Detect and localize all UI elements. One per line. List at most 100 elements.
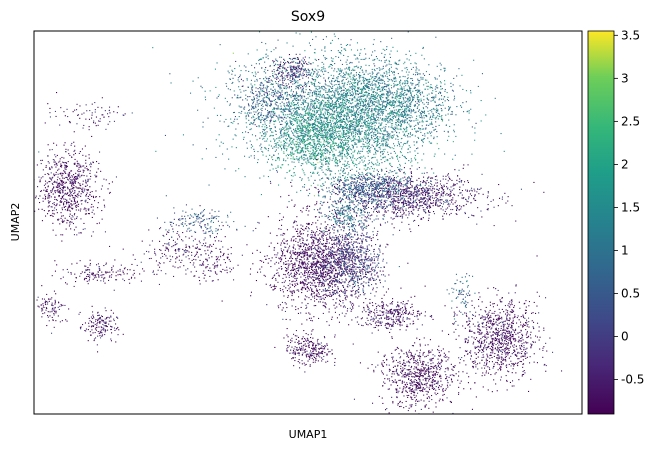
cluster-1-point	[367, 134, 369, 136]
cluster-3-point	[378, 94, 380, 96]
cluster-0-point	[164, 134, 166, 136]
cluster-0-point	[284, 108, 286, 110]
cluster-3-point	[399, 105, 401, 107]
cluster-1-point	[374, 118, 376, 120]
cluster-2-point	[336, 162, 338, 164]
cluster-1-point	[373, 121, 375, 123]
cluster-0-point	[250, 79, 252, 81]
cluster-2-point	[309, 136, 311, 138]
cluster-1-point	[364, 100, 366, 102]
cluster-0-point	[283, 77, 285, 79]
cluster-0-point	[286, 95, 288, 97]
cluster-2-point	[339, 154, 341, 156]
cluster-0-point	[365, 121, 367, 123]
cluster-0-point	[247, 53, 249, 55]
cluster-3-point	[406, 108, 408, 110]
cluster-3-point	[388, 83, 390, 85]
cluster-3-point	[393, 100, 395, 102]
cluster-0-point	[336, 71, 338, 73]
cluster-3-point	[444, 83, 446, 85]
cluster-1-point	[339, 112, 341, 114]
cluster-1-point	[402, 75, 404, 77]
cluster-1-point	[349, 111, 351, 113]
cluster-0-point	[279, 136, 281, 138]
cluster-1-point	[297, 124, 299, 126]
cluster-0-point	[230, 118, 232, 120]
cluster-0-point	[265, 135, 267, 137]
cluster-0-point	[340, 59, 342, 61]
cluster-2-point	[278, 159, 280, 161]
cluster-0-point	[423, 128, 425, 130]
cluster-3-point	[480, 100, 482, 102]
cluster-0-point	[344, 82, 346, 84]
cluster-2-point	[290, 142, 292, 144]
cluster-2-point	[296, 137, 298, 139]
cluster-0-point	[340, 119, 342, 121]
cluster-2-point	[326, 102, 328, 104]
cluster-0-point	[341, 63, 343, 65]
cluster-1-point	[395, 94, 397, 96]
cluster-1-point	[392, 46, 394, 48]
cluster-3-point	[410, 94, 412, 96]
cluster-2-point	[286, 142, 288, 144]
cluster-3-point	[362, 107, 364, 109]
cluster-0-point	[285, 85, 287, 87]
cluster-1-point	[351, 110, 353, 112]
cluster-3-point	[439, 62, 441, 64]
cluster-0-point	[226, 101, 228, 103]
cluster-1-point	[344, 94, 346, 96]
cluster-2-point	[328, 102, 330, 104]
cluster-0-point	[292, 68, 294, 70]
cluster-2-point	[320, 144, 322, 146]
cluster-3-point	[395, 112, 397, 114]
cluster-0-point	[368, 159, 370, 161]
cluster-1-point	[408, 99, 410, 101]
cluster-0-point	[339, 68, 341, 70]
cluster-1-point	[392, 131, 394, 133]
cluster-2-point	[306, 122, 308, 124]
cluster-2-point	[326, 124, 328, 126]
cluster-0-point	[314, 128, 316, 130]
cluster-3-point	[399, 76, 401, 78]
cluster-3-point	[359, 54, 361, 56]
cluster-0-point	[381, 122, 383, 124]
cluster-0-point	[261, 150, 263, 152]
cluster-3-point	[430, 86, 432, 88]
cluster-0-point	[264, 61, 266, 63]
cluster-0-point	[334, 132, 336, 134]
cluster-0-point	[346, 177, 348, 179]
cluster-2-point	[342, 134, 344, 136]
cluster-0-point	[337, 163, 339, 165]
cluster-0-point	[310, 98, 312, 100]
cluster-1-point	[385, 134, 387, 136]
cluster-1-point	[314, 158, 316, 160]
cluster-3-point	[377, 131, 379, 133]
cluster-3-point	[447, 96, 449, 98]
cluster-0-point	[351, 62, 353, 64]
cluster-3-point	[401, 103, 403, 105]
cluster-1-point	[400, 106, 402, 108]
cluster-1-point	[355, 90, 357, 92]
cluster-1-point	[400, 180, 402, 182]
cluster-3-point	[384, 83, 386, 85]
cluster-0-point	[319, 115, 321, 117]
cluster-2-point	[270, 140, 272, 142]
cluster-1-point	[351, 85, 353, 87]
cluster-0-point	[296, 58, 298, 60]
cluster-2-point	[330, 144, 332, 146]
cluster-0-point	[323, 77, 325, 79]
cluster-2-point	[296, 139, 298, 141]
cluster-3-point	[433, 136, 435, 138]
cluster-1-point	[404, 173, 406, 175]
cluster-0-point	[251, 72, 253, 74]
cluster-0-point	[323, 104, 325, 106]
cluster-1-point	[415, 118, 417, 120]
cluster-0-point	[372, 126, 374, 128]
cluster-2-point	[333, 146, 335, 148]
cluster-1-point	[339, 173, 341, 175]
cluster-1-point	[376, 140, 378, 142]
cluster-1-point	[361, 110, 363, 112]
cluster-0-point	[373, 63, 375, 65]
cluster-2-point	[286, 172, 288, 174]
